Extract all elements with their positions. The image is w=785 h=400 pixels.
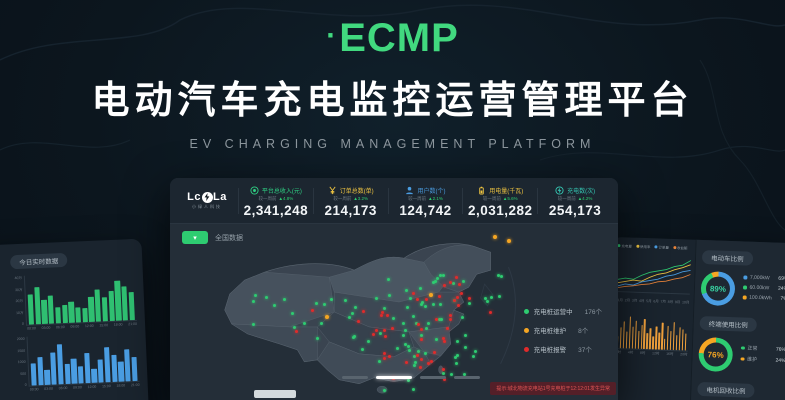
orange-dot-icon <box>523 327 529 333</box>
charging-station-dots <box>170 224 618 400</box>
stat-value: 2,341,248 <box>243 202 309 218</box>
stat-value: 254,173 <box>548 202 602 218</box>
region-filter-label: 全国数据 <box>215 234 243 242</box>
stat-label: 用电量(千瓦) <box>489 188 524 195</box>
logo-dot-icon: · <box>326 19 338 52</box>
region-filter: ▾ 全国数据 <box>182 231 243 244</box>
panel-title: 电动车比例 <box>701 250 753 266</box>
lightning-bolt-icon <box>201 191 213 203</box>
red-dot-icon <box>523 346 529 352</box>
panel-title: 终端使用比例 <box>699 315 757 332</box>
terminal-usage-panel: 终端使用比例 76% 正常 76% 维护 24% <box>698 313 785 374</box>
right-card-donuts: 电动车比例 89% 7,000kW 69% 60.00kW 24% 100.0kWh… <box>688 239 785 400</box>
stat-label: 充电数(次) <box>567 188 596 195</box>
left-panel-title: 今日实时数据 <box>9 252 68 270</box>
green-dot-icon <box>523 308 529 314</box>
ev-ratio-panel: 电动车比例 89% 7,000kW 69% 60.00kW 24% 100.0kWh… <box>700 247 785 308</box>
blue-bar-chart <box>26 331 140 387</box>
stat-platform-revenue: 平台总收入(元) 较一周前 ▲4.8% 2,341,248 <box>239 184 313 218</box>
main-dashboard-card: Lc La 小绿人科技 平台总收入(元) 较一周前 ▲4.8% 2,341,248 <box>170 178 618 400</box>
legend-item: 维护 24% <box>740 355 785 364</box>
stat-label: 平台总收入(元) <box>261 188 302 195</box>
hero-section: ·ECMP 电动汽车充电监控运营管理平台 EV CHARGING MANAGEM… <box>0 0 785 151</box>
legend-item-maintain: 充电桩维护 8个 <box>523 325 602 335</box>
legend-item: 正常 76% <box>740 344 785 353</box>
revenue-icon <box>250 185 259 195</box>
chart-today-orders: 2000 1500 1000 500 0 <box>14 331 140 387</box>
stat-value: 124,742 <box>399 202 452 218</box>
right-card-charts: 充电量 使用率 订单量 收益额 1月 2月 3月 4月 5月 6月 7月 8月 9月 10月 0时… <box>604 237 695 400</box>
stat-charges: 充电数(次) 较一周前 ▲4.2% 254,173 <box>538 184 612 218</box>
motor-recycle-panel: 电机回收比例 <box>697 379 785 400</box>
charging-pile-icon <box>555 185 564 195</box>
stat-users: 用户数(个) 较一周前 ▲2.1% 124,742 <box>389 184 463 218</box>
ev-ratio-donut-chart: 89% <box>700 271 736 307</box>
logo-subtext: 小绿人科技 <box>192 204 222 209</box>
alert-message: 提示:城北物流充电站1号充电桩于12:12:01发生异常 <box>490 382 616 395</box>
timeline-indicator[interactable] <box>342 376 480 379</box>
yen-icon <box>329 186 336 194</box>
legend-item: 60.00kW 24% <box>742 284 785 292</box>
user-icon <box>406 186 414 194</box>
line-chart-legend: 充电量 使用率 订单量 收益额 <box>617 244 691 252</box>
legend-item: 100.0kWh 7% <box>742 294 785 302</box>
legend-item: 使用率 <box>635 244 650 251</box>
china-map-panel: ▾ 全国数据 充电桩运营中 176个 充电桩维护 8个 充电桩报警 37个 <box>170 224 618 400</box>
page-title: 电动汽车充电监控运营管理平台 <box>91 80 694 122</box>
stat-energy: 用电量(千瓦) 较一周前 ▲5.6% 2,031,282 <box>463 184 537 218</box>
legend-item-running: 充电桩运营中 176个 <box>523 306 602 316</box>
legend-item: 充电量 <box>617 244 632 250</box>
stat-value: 214,173 <box>324 202 377 218</box>
green-bar-chart <box>23 270 137 326</box>
legend-item-alarm: 充电桩报警 37个 <box>523 344 602 354</box>
region-dropdown-button[interactable]: ▾ <box>182 231 208 244</box>
panel-title: 电机回收比例 <box>697 381 755 398</box>
legend-item: 收益额 <box>672 245 687 252</box>
divider <box>312 187 314 214</box>
brand-logo: ·ECMP <box>0 16 785 61</box>
legend-item: 订单量 <box>654 245 669 251</box>
stat-value: 2,031,282 <box>468 202 533 218</box>
divider <box>462 187 464 214</box>
lcola-logo: Lc La 小绿人科技 <box>176 191 238 210</box>
battery-icon <box>479 186 485 195</box>
chart-today-revenue: 40万 30万 20万 10万 0 <box>11 270 137 326</box>
map-legend: 充电桩运营中 176个 充电桩维护 8个 充电桩报警 37个 <box>523 306 602 363</box>
left-dashboard-card: 今日实时数据 40万 30万 20万 10万 0 00:00 03:00 06:00 09:0… <box>0 238 151 400</box>
orange-bar-chart <box>613 311 690 352</box>
logo-text-right: La <box>213 191 227 203</box>
stat-total-orders: 订单总数(单) 较一周前 ▲3.2% 214,173 <box>314 184 388 218</box>
x-axis-ticks: 1月 2月 3月 4月 5月 6月 7月 8月 9月 10月 <box>617 298 690 305</box>
terminal-usage-donut-chart: 76% <box>698 336 734 373</box>
stat-label: 订单总数(单) <box>339 188 374 195</box>
china-map <box>224 243 516 394</box>
logo-text: ECMP <box>339 16 459 60</box>
dashboard-header: Lc La 小绿人科技 平台总收入(元) 较一周前 ▲4.8% 2,341,248 <box>170 178 618 224</box>
right-dashboard-card: 充电量 使用率 订单量 收益额 1月 2月 3月 4月 5月 6月 7月 8月 9月 10月 0时… <box>604 236 785 400</box>
divider <box>238 187 239 214</box>
map-inset-chip <box>254 390 296 398</box>
page-subtitle: EV CHARGING MANAGEMENT PLATFORM <box>189 137 596 151</box>
logo-text-left: Lc <box>187 191 201 203</box>
divider <box>537 187 539 214</box>
legend-item: 7,000kW 69% <box>743 274 785 282</box>
multi-line-chart <box>615 252 692 295</box>
divider <box>387 187 389 214</box>
stat-label: 用户数(个) <box>417 188 446 195</box>
